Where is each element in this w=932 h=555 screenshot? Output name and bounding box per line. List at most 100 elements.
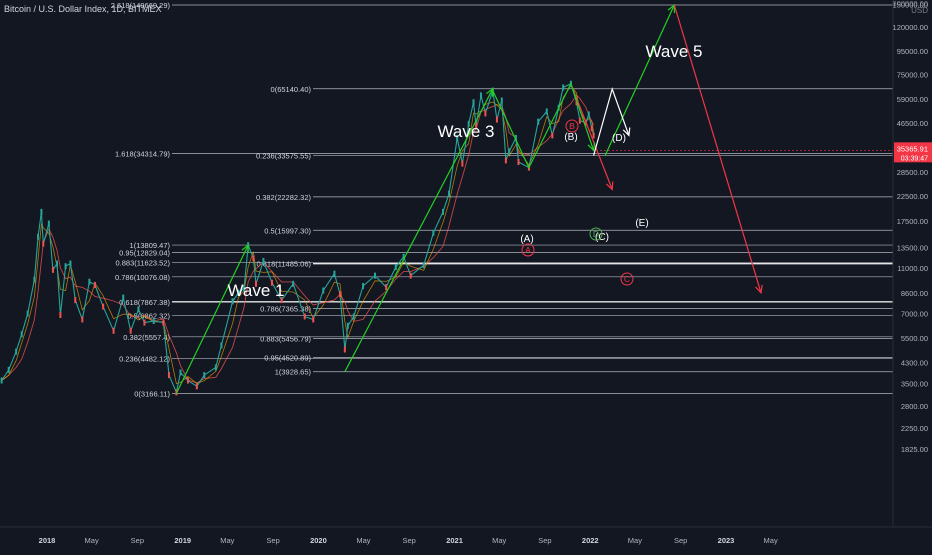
wave-arrowhead — [241, 243, 249, 254]
fib-level-label: 1.618(34314.79) — [115, 149, 171, 158]
fib-level-label: 0.382(22282.32) — [256, 193, 312, 202]
price-candle — [64, 263, 67, 270]
price-tick-label: 150000.00 — [893, 1, 928, 10]
time-tick-label: 2018 — [39, 536, 56, 545]
fib-level-label: 1(3928.65) — [275, 368, 312, 377]
price-candle — [7, 366, 10, 373]
price-candle — [137, 306, 140, 313]
time-tick-label: 2023 — [718, 536, 735, 545]
price-tick-label: 13500.00 — [897, 243, 928, 252]
current-price-countdown: 03:39:47 — [901, 155, 928, 162]
price-candle — [475, 123, 478, 130]
price-tick-label: 46500.00 — [897, 119, 928, 128]
fib-level-label: 0.883(5456.79) — [260, 335, 311, 344]
price-line — [1, 82, 595, 395]
time-tick-label: May — [628, 536, 642, 545]
price-tick-label: 1825.00 — [901, 445, 928, 454]
price-candle — [195, 383, 198, 390]
wave-marker-label: A — [525, 245, 531, 255]
price-candle — [385, 284, 388, 291]
wave-projection-line — [570, 83, 613, 190]
time-tick-label: 2020 — [310, 536, 327, 545]
wave-arrowhead — [622, 127, 631, 137]
price-tick-label: 11000.00 — [897, 264, 928, 273]
fib-level-label: 0.618(11485.06) — [257, 260, 312, 269]
fib-level-label: 0.786(10076.08) — [115, 273, 171, 282]
wave-point-label: (B) — [564, 132, 577, 143]
price-candle — [551, 132, 554, 139]
wave-projection-line — [604, 4, 675, 156]
price-candle — [203, 372, 206, 379]
wave-label: Wave 1 — [227, 281, 284, 300]
fib-level-label: 0.236(4482.12) — [119, 354, 170, 363]
price-candle — [409, 272, 412, 279]
price-candle — [575, 99, 578, 106]
fib-level-label: 0.786(7365.38) — [260, 304, 311, 313]
fib-level-label: 0.95(4520.89) — [264, 354, 311, 363]
price-candle — [93, 281, 96, 288]
price-candle — [47, 220, 50, 227]
price-tick-label: 2250.00 — [901, 424, 928, 433]
price-candle — [461, 160, 464, 167]
price-candle — [186, 377, 189, 384]
price-candle — [69, 260, 72, 267]
time-tick-label: May — [492, 536, 506, 545]
moving-average-line — [1, 84, 594, 385]
price-candle — [578, 117, 581, 124]
price-tick-label: 2800.00 — [901, 402, 928, 411]
price-candle — [81, 316, 84, 323]
price-axis-top-label: 300000.00 — [893, 0, 928, 8]
price-tick-label: 3500.00 — [901, 379, 928, 388]
price-candle — [467, 120, 470, 127]
price-candle — [280, 297, 283, 304]
price-candle — [590, 125, 593, 132]
price-candle — [33, 276, 36, 283]
price-candle — [15, 348, 18, 355]
wave-marker-label: D — [593, 229, 599, 239]
price-tick-label: 7000.00 — [901, 310, 928, 319]
price-candle — [514, 134, 517, 141]
price-tick-label: 4300.00 — [901, 359, 928, 368]
price-candle — [152, 318, 155, 325]
fib-level-label: 0.618(7867.38) — [119, 298, 170, 307]
price-candle — [129, 327, 132, 334]
price-candle — [362, 283, 365, 290]
price-candle — [122, 294, 125, 301]
price-candle — [56, 260, 59, 267]
price-candle — [42, 240, 45, 247]
price-candle — [495, 116, 498, 123]
price-candle — [373, 272, 376, 279]
price-candle — [504, 157, 507, 164]
price-candle — [456, 134, 459, 141]
price-candle — [59, 311, 62, 318]
price-tick-label: 75000.00 — [897, 71, 928, 80]
time-tick-label: May — [220, 536, 234, 545]
price-candle — [537, 118, 540, 125]
time-tick-label: Sep — [538, 536, 551, 545]
price-candle — [20, 331, 23, 338]
wave-point-label: (D) — [612, 133, 626, 144]
time-tick-label: May — [85, 536, 99, 545]
time-tick-label: Sep — [674, 536, 687, 545]
fib-level-label: 1(13809.47) — [130, 241, 171, 250]
fib-level-label: 0.236(33575.55) — [256, 152, 312, 161]
price-candle — [472, 99, 475, 106]
price-tick-label: 8600.00 — [901, 289, 928, 298]
time-tick-label: 2019 — [174, 536, 191, 545]
wave-marker-label: C — [624, 274, 630, 284]
price-tick-label: 120000.00 — [893, 23, 928, 32]
price-candle — [346, 322, 349, 329]
price-tick-label: 5500.00 — [901, 334, 928, 343]
price-tick-label: 59000.00 — [897, 95, 928, 104]
price-candle — [312, 316, 315, 323]
price-candle — [592, 132, 595, 139]
price-candle — [339, 290, 342, 297]
wave-arrowhead — [605, 181, 614, 191]
wave-point-label: (C) — [595, 232, 609, 243]
wave-arrowhead — [587, 142, 596, 152]
price-candle — [51, 266, 54, 273]
price-candle — [252, 255, 255, 262]
price-candle — [243, 285, 246, 292]
